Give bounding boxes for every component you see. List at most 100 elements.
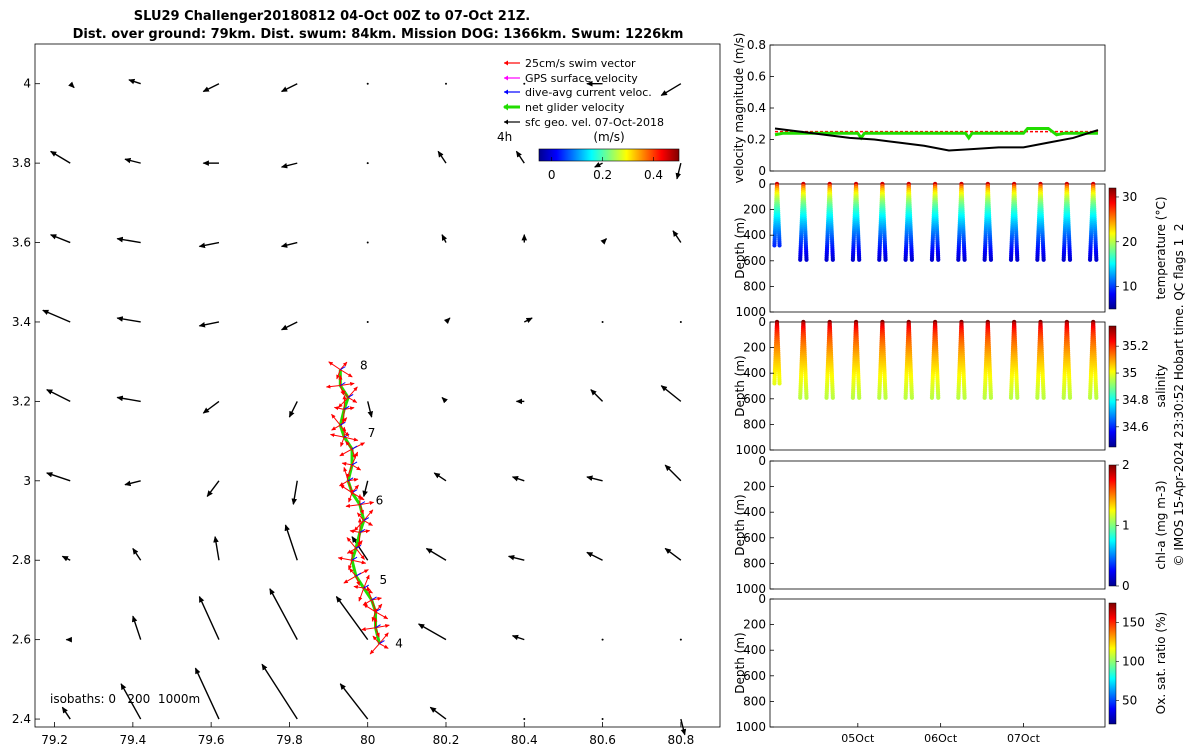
geo-vector-dot — [366, 162, 369, 165]
salinity-sample — [1008, 395, 1014, 400]
temperature-sample — [1015, 257, 1020, 262]
swim-vector — [340, 369, 353, 378]
geo-vector — [213, 536, 220, 561]
temperature-y-tick-label: 600 — [743, 254, 766, 268]
dive-avg-current-vector — [347, 477, 354, 482]
salinity-sample — [804, 395, 809, 400]
oxygen-colorbar-tick-label: 100 — [1122, 655, 1145, 669]
geo-vector — [417, 623, 447, 641]
swim-vector — [346, 464, 353, 479]
temperature-sample — [804, 257, 809, 262]
salinity-sample — [798, 395, 803, 400]
swim-vector — [339, 424, 350, 437]
colorbar-tick-label: 0 — [548, 168, 556, 182]
swim-vector — [347, 386, 358, 398]
salinity-y-tick-label: 0 — [758, 315, 766, 329]
swim-vector — [363, 587, 373, 594]
track-day-label: 6 — [376, 494, 384, 508]
salinity-sample — [909, 395, 915, 400]
swim-vector — [344, 406, 355, 411]
geo-vector — [590, 389, 604, 402]
geo-vector — [284, 524, 298, 561]
salinity-colorbar-tick-label: 35 — [1122, 366, 1137, 380]
map-x-tick-label: 80.6 — [589, 733, 616, 747]
temperature-sample — [1061, 257, 1066, 262]
swim-vector — [369, 643, 380, 655]
map-x-tick-label: 79.2 — [41, 733, 68, 747]
geo-vector — [61, 555, 71, 562]
legend-interval-tag: 4h — [497, 130, 512, 144]
velocity-y-label: velocity magnitude (m/s) — [732, 33, 746, 184]
legend-item-swim-vector: 25cm/s swim vector — [504, 57, 636, 70]
geo-speed-line — [774, 127, 1099, 152]
legend-item-net-glider: net glider velocity — [503, 101, 625, 114]
swim-vector — [338, 397, 349, 408]
geo-vector — [261, 663, 298, 720]
geo-vector — [441, 396, 449, 404]
geo-vector — [351, 536, 369, 561]
geo-vector — [131, 615, 142, 640]
swim-vector — [372, 635, 380, 644]
salinity-sample — [1061, 395, 1066, 400]
legend-label-dive-avg: dive-avg current veloc. — [525, 86, 652, 99]
map-y-tick-label: 3 — [23, 474, 31, 488]
dive-avg-current-vector — [359, 501, 366, 506]
geo-vector-dot — [601, 320, 604, 323]
legend-item-sfc-geo: sfc geo. vel. 07-Oct-2018 — [504, 116, 664, 129]
salinity-sample — [877, 395, 882, 400]
salinity-sample — [988, 395, 994, 400]
swim-vector — [355, 575, 360, 586]
geo-vector — [116, 395, 141, 403]
geo-vector — [288, 401, 298, 418]
temperature-sample — [777, 243, 782, 248]
velocity-y-ticks: 0 0.2 0.4 0.6 0.8 — [747, 38, 774, 178]
geo-vector — [124, 480, 141, 487]
geo-vector — [269, 588, 298, 640]
geo-vector — [291, 480, 298, 505]
temperature-sample — [1067, 257, 1073, 262]
swim-vector — [351, 559, 367, 565]
geo-vector — [198, 321, 220, 328]
legend-item-gps-surface: GPS surface velocity — [504, 72, 638, 85]
track-day-labels: 8 7 6 5 4 — [360, 359, 403, 651]
salinity-sample — [777, 381, 782, 386]
geo-vector — [335, 596, 369, 641]
geo-vector-dot — [445, 82, 447, 85]
swim-vector — [355, 548, 365, 560]
geo-vector — [425, 547, 447, 561]
temperature-sample — [903, 257, 908, 262]
salinity-colorbar — [1108, 325, 1117, 448]
legend-label-net-glider: net glider velocity — [525, 101, 625, 114]
oxygen-colorbar-tick-label: 50 — [1122, 694, 1137, 708]
geo-vector — [116, 316, 141, 323]
geo-vector — [600, 238, 607, 245]
swim-vector — [366, 586, 373, 601]
title-line-1: SLU29 Challenger20180812 04-Oct 00Z to 0… — [134, 9, 530, 24]
geo-vector — [68, 81, 75, 89]
oxygen-panel: 0 200 400 600 800 1000 Depth (m) 50 100 150 Ox. sa… — [733, 592, 1168, 745]
velocity-panel: 0 0.2 0.4 0.6 0.8 velocity magnitude (m/s) — [732, 33, 1106, 184]
temperature-sample — [1087, 257, 1093, 262]
dive-avg-current-vector — [340, 366, 346, 371]
chla-y-tick-label: 1000 — [735, 582, 766, 596]
swim-vector — [328, 361, 341, 371]
geo-vector — [511, 634, 525, 641]
salinity-y-tick-label: 800 — [743, 417, 766, 431]
salinity-panel: 0 200 400 600 800 1000 Depth (m) 34.6 34.8 35 35.2… — [733, 315, 1168, 457]
geo-vector — [660, 385, 682, 402]
swim-vector — [344, 436, 359, 442]
salinity-sample — [857, 395, 862, 400]
geo-vector — [367, 401, 373, 418]
velocity-y-tick-label: 0.8 — [747, 38, 766, 52]
swim-vector — [362, 599, 372, 606]
map-y-tick-label: 3.4 — [12, 315, 31, 329]
dive-avg-current-vector — [363, 517, 370, 521]
chla-colorbar-label: chl-a (mg m-3) — [1154, 480, 1168, 569]
map-x-ticks: 79.2 79.4 79.6 79.8 80 80.2 80.4 80.6 80.8 — [41, 722, 694, 747]
swim-vector — [343, 466, 349, 481]
geo-vector-dot — [679, 320, 682, 323]
geo-vector — [586, 551, 603, 561]
footer-credit: © IMOS 15-Apr-2024 23:30:52 Hobart time.… — [1172, 224, 1186, 567]
oxygen-y-tick-label: 0 — [758, 592, 766, 606]
temperature-y-tick-label: 800 — [743, 279, 766, 293]
